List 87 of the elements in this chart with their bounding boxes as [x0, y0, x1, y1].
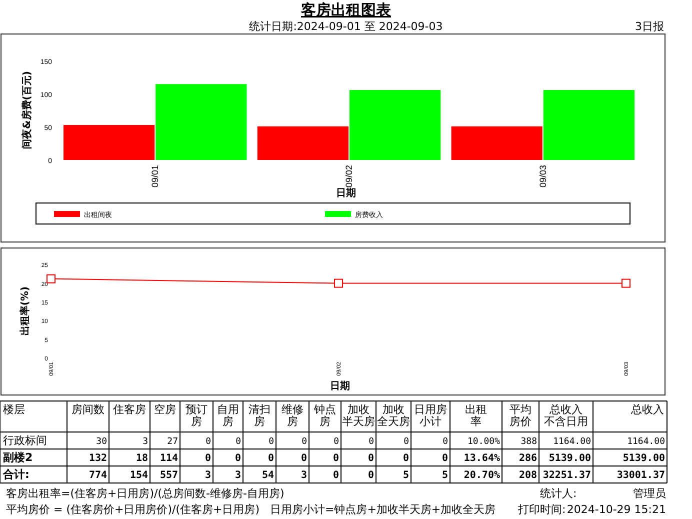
bar: [350, 90, 441, 160]
text: 3: [300, 470, 307, 481]
text: 5139.00: [622, 453, 665, 464]
category-label: 行政标间: [3, 434, 47, 447]
text: 13.64%: [464, 453, 500, 464]
category-label: 楼层: [3, 403, 25, 416]
text: 0: [204, 453, 211, 464]
text: 0: [442, 453, 448, 464]
text: 18: [136, 453, 148, 464]
category-label: 房间数: [72, 403, 104, 416]
text: 3日报: [635, 20, 664, 33]
bar: [156, 84, 247, 160]
text: 0: [404, 437, 409, 447]
x-tick-label: 09/01: [150, 165, 160, 188]
text: 0: [234, 453, 241, 464]
category-label: 合计:: [3, 468, 30, 481]
text: 1164.00: [627, 437, 665, 447]
text: 774: [88, 470, 107, 481]
text: 0: [332, 453, 339, 464]
text: 平均房价 = (住客房价+日用房价)/(住客房+日用房): [6, 503, 260, 516]
text: 286: [518, 453, 537, 464]
text: 20.70%: [464, 470, 500, 481]
category-label: 出租率: [465, 403, 487, 428]
category-label: 平均房价: [510, 403, 532, 428]
category-label: 副楼2: [3, 451, 33, 464]
x-tick-label: 09/02: [344, 165, 354, 188]
text: 557: [160, 470, 178, 481]
x-axis-title: 日期: [336, 187, 356, 199]
text: 0: [236, 437, 241, 447]
category-label: 空房: [154, 403, 176, 416]
text: 日用房小计=钟点房+加收半天房+加收全天房: [270, 503, 496, 516]
category-label: 加收半天房: [342, 403, 375, 428]
text: 3: [234, 470, 241, 481]
category-label: 总收入: [630, 403, 664, 416]
text: 54: [262, 470, 274, 481]
chart-subtitle: 统计日期:2024-09-01 至 2024-09-03: [249, 20, 443, 33]
text: 0: [206, 437, 211, 447]
text: 5: [402, 470, 409, 481]
category-label: 钟点房: [313, 403, 336, 428]
text: 0: [268, 453, 274, 464]
category-label: 预订房: [186, 403, 208, 428]
x-tick-label: 09/03: [538, 165, 548, 188]
text: 0: [368, 437, 374, 447]
category-label: 加收全天房: [377, 403, 410, 428]
category-label: 维修房: [282, 403, 304, 428]
category-label: 住客房: [113, 403, 146, 416]
bar: [451, 126, 542, 160]
text: 33001.37: [616, 470, 665, 481]
bar: [543, 90, 634, 160]
text: 30: [96, 437, 107, 447]
category-label: 自用房: [217, 403, 239, 428]
text: 0: [334, 437, 339, 447]
category-label: 日用房小计: [414, 403, 447, 428]
text: 0: [368, 470, 374, 481]
category-label: 清扫房: [248, 403, 270, 428]
text: 27: [167, 437, 178, 447]
text: 10.00%: [467, 437, 500, 447]
bar: [64, 125, 155, 160]
text: 2024-10-29 15:21: [566, 503, 666, 516]
text: 0: [300, 453, 307, 464]
text: 管理员: [633, 487, 666, 500]
text: 114: [160, 453, 178, 464]
text: 208: [518, 470, 537, 481]
text: 统计人:: [540, 487, 577, 500]
x-axis-title: 日期: [330, 380, 350, 392]
text: 3: [204, 470, 211, 481]
text: 5139.00: [548, 453, 591, 464]
bar: [257, 126, 348, 160]
text: 0: [442, 437, 448, 447]
text: 0: [268, 437, 274, 447]
text: 388: [520, 437, 537, 447]
y-axis-title: 间夜&房费(百元): [21, 71, 33, 149]
text: 1164.00: [553, 437, 591, 447]
text: 154: [130, 470, 148, 481]
text: 打印时间:: [517, 503, 566, 516]
text: 132: [88, 453, 107, 464]
text: 3: [142, 437, 148, 447]
text: 0: [332, 470, 339, 481]
text: 0: [402, 453, 409, 464]
text: 5: [442, 470, 448, 481]
text: 0: [368, 453, 374, 464]
text: 32251.37: [542, 470, 591, 481]
y-axis-title: 出租率(%): [19, 286, 31, 336]
text: 0: [302, 437, 307, 447]
text: 客房出租率=(住客房+日用房)/(总房间数-维修房-自用房): [6, 487, 284, 500]
category-label: 总收入不含日用: [544, 403, 588, 428]
chart-title: 客房出租图表: [300, 1, 392, 19]
